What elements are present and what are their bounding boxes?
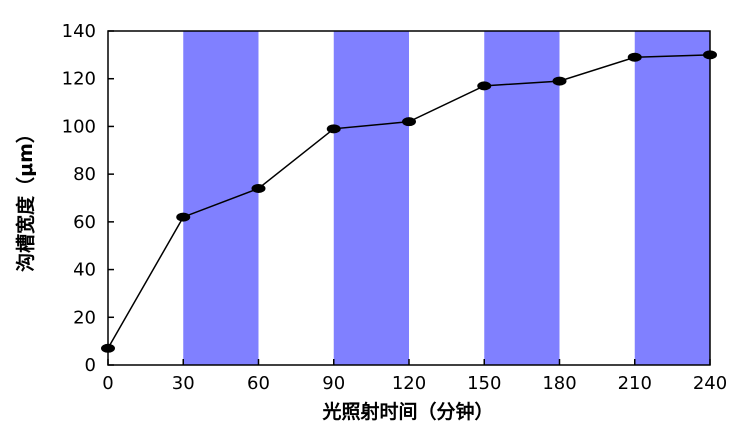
point [552,76,567,86]
y-tick-label: 100 [62,116,96,137]
point [251,183,266,193]
point [477,81,492,91]
x-tick-label: 120 [392,373,426,394]
y-tick-label: 120 [62,69,96,90]
y-tick-label: 140 [62,21,96,42]
x-tick-label: 90 [322,373,345,394]
x-tick-label: 240 [693,373,727,394]
x-tick-label: 180 [542,373,576,394]
y-axis-title: 沟槽宽度（μm） [14,124,37,272]
point [627,52,642,62]
x-tick-label: 0 [102,373,113,394]
point [326,124,341,134]
x-axis-title: 光照射时间（分钟） [321,400,493,423]
y-tick-label: 20 [73,307,96,328]
point [101,343,115,353]
x-tick-label: 60 [247,373,270,394]
x-tick-label: 150 [467,373,501,394]
band [183,31,259,365]
x-tick-label: 30 [172,373,195,394]
band [333,31,409,365]
point [703,50,717,60]
band [634,31,710,365]
y-tick-label: 40 [73,260,96,281]
y-tick-label: 80 [73,164,96,185]
point [176,212,191,222]
x-tick-label: 210 [618,373,652,394]
y-tick-label: 0 [85,355,96,376]
y-tick-label: 60 [73,212,96,233]
point [402,117,416,127]
band [484,31,560,365]
